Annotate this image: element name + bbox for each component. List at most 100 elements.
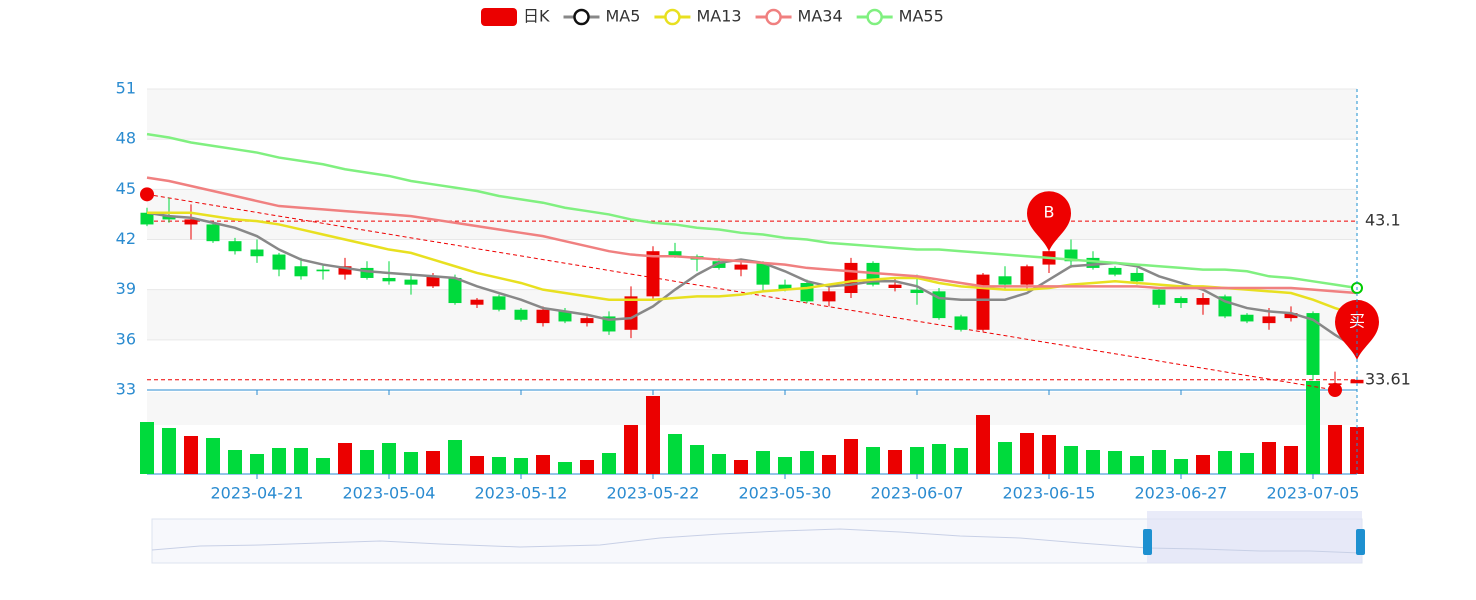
volume-bar bbox=[1064, 446, 1078, 474]
candle-body bbox=[822, 291, 836, 302]
candle-body bbox=[1240, 314, 1254, 322]
legend-swatch bbox=[481, 8, 517, 26]
volume-bar bbox=[822, 455, 836, 474]
volume-bar bbox=[272, 448, 286, 474]
candle-body bbox=[272, 254, 286, 270]
candle-body bbox=[712, 261, 726, 268]
candle-body bbox=[382, 277, 396, 282]
volume-bar bbox=[1020, 433, 1034, 474]
x-tick-label: 2023-07-05 bbox=[1267, 484, 1360, 503]
y-tick-label: 39 bbox=[116, 279, 136, 298]
volume-bar bbox=[1196, 455, 1210, 474]
split-band bbox=[147, 89, 1357, 140]
volume-bar bbox=[316, 458, 330, 474]
pin-marker bbox=[1027, 191, 1071, 252]
data-zoom-shadow bbox=[151, 528, 1361, 554]
volume-bar bbox=[1108, 451, 1122, 474]
ma-line bbox=[147, 211, 1358, 316]
volume-bar bbox=[646, 396, 660, 474]
volume-bar bbox=[184, 436, 198, 474]
y-tick-label: 51 bbox=[116, 79, 136, 98]
legend: 日K MA5 MA13 MA34 MA55 bbox=[481, 7, 944, 26]
pin-label: 买 bbox=[1349, 311, 1365, 330]
volume-bar bbox=[294, 448, 308, 474]
candle-body bbox=[668, 251, 682, 257]
volume-bar bbox=[1284, 446, 1298, 474]
volume-bar bbox=[976, 415, 990, 474]
candle-body bbox=[470, 299, 484, 305]
candle-body bbox=[778, 284, 792, 290]
volume-bar bbox=[1218, 451, 1232, 474]
volume-bar bbox=[668, 434, 682, 474]
candle-body bbox=[536, 309, 550, 324]
candle-body bbox=[316, 269, 330, 272]
candle-body bbox=[756, 262, 770, 285]
volume-bar bbox=[140, 422, 154, 474]
volume-bar bbox=[888, 450, 902, 474]
volume-bar bbox=[602, 453, 616, 474]
volume-bar bbox=[1240, 453, 1254, 474]
x-tick-label: 2023-05-22 bbox=[607, 484, 700, 503]
split-band bbox=[147, 189, 1357, 240]
candle-body bbox=[1174, 298, 1188, 304]
candle-body bbox=[492, 296, 506, 310]
candle-body bbox=[206, 224, 220, 242]
candle-body bbox=[360, 267, 374, 278]
candle-body bbox=[800, 282, 814, 302]
volume-bar bbox=[514, 458, 528, 474]
candle-body bbox=[1108, 267, 1122, 275]
candle-body bbox=[1130, 272, 1144, 282]
volume-bar bbox=[492, 457, 506, 474]
candle-body bbox=[184, 219, 198, 225]
y-tick-label: 42 bbox=[116, 229, 136, 248]
x-tick-label: 2023-05-12 bbox=[475, 484, 568, 503]
mark-line-label: 33.61 bbox=[1365, 369, 1411, 388]
data-zoom-handle[interactable] bbox=[1143, 529, 1152, 555]
x-tick-label: 2023-06-07 bbox=[871, 484, 964, 503]
x-tick-label: 2023-06-27 bbox=[1135, 484, 1228, 503]
data-zoom-handle[interactable] bbox=[1356, 529, 1365, 555]
mark-line-label: 43.1 bbox=[1365, 211, 1401, 230]
x-tick-label: 2023-06-15 bbox=[1003, 484, 1096, 503]
legend-swatch bbox=[866, 8, 883, 26]
volume-bar bbox=[470, 456, 484, 474]
trend-point bbox=[140, 187, 154, 202]
volume-bar bbox=[910, 447, 924, 474]
candle-body bbox=[976, 274, 990, 330]
volume-bar bbox=[426, 451, 440, 474]
candle-body bbox=[998, 276, 1012, 285]
volume-bar bbox=[1174, 459, 1188, 474]
volume-bar bbox=[448, 440, 462, 474]
candle-body bbox=[1086, 257, 1100, 268]
y-tick-label: 36 bbox=[116, 329, 136, 348]
candle-body bbox=[734, 264, 748, 270]
candle-body bbox=[558, 311, 572, 322]
legend-label: MA13 bbox=[696, 7, 741, 26]
trend-point bbox=[1328, 383, 1342, 397]
legend-label: MA34 bbox=[798, 7, 843, 26]
candle-body bbox=[294, 266, 308, 277]
ma-line bbox=[146, 132, 1358, 290]
legend-label: 日K bbox=[523, 7, 550, 26]
candle-body bbox=[1020, 266, 1034, 285]
candle-body bbox=[910, 289, 924, 294]
candle-body bbox=[580, 318, 594, 324]
candle-body bbox=[448, 277, 462, 304]
candle-body bbox=[954, 316, 968, 330]
x-tick-label: 2023-04-21 bbox=[211, 484, 304, 503]
data-zoom-window[interactable] bbox=[1147, 511, 1362, 563]
ma-line bbox=[146, 176, 1358, 295]
volume-bar bbox=[1086, 450, 1100, 474]
volume-bar bbox=[1130, 456, 1144, 474]
volume-bar bbox=[338, 443, 352, 474]
volume-bar bbox=[382, 443, 396, 474]
volume-bar bbox=[866, 447, 880, 474]
candle-body bbox=[228, 241, 242, 252]
candle-body bbox=[426, 276, 440, 287]
candle-body bbox=[140, 212, 154, 225]
volume-bar bbox=[162, 428, 176, 474]
candle-body bbox=[1196, 298, 1210, 305]
volume-bar bbox=[228, 450, 242, 474]
pin-label: B bbox=[1044, 203, 1055, 222]
candle-body bbox=[624, 296, 638, 330]
